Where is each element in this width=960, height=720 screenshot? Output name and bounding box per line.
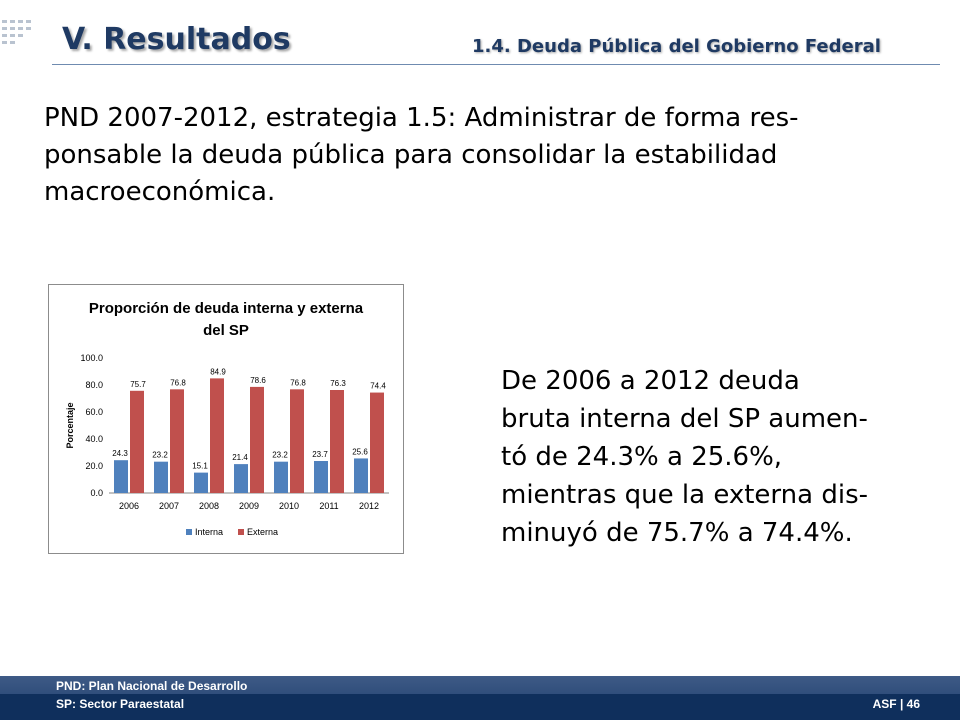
title-divider <box>52 64 940 65</box>
x-tick-label: 2012 <box>359 501 379 511</box>
bar-externa-2006 <box>130 390 144 493</box>
y-axis-label: Porcentaje <box>65 402 75 448</box>
data-label-interna-2011: 23.7 <box>312 450 328 459</box>
bar-interna-2011 <box>314 461 328 493</box>
legend-swatch-externa <box>238 529 244 535</box>
x-tick-label: 2007 <box>159 501 179 511</box>
bar-interna-2012 <box>354 458 368 493</box>
summary-text: De 2006 a 2012 deuda bruta interna del S… <box>501 366 868 548</box>
bar-externa-2010 <box>290 389 304 493</box>
chart-frame: Proporción de deuda interna y externa del… <box>48 284 404 554</box>
page-title: V. Resultados <box>62 22 291 57</box>
bar-externa-2009 <box>250 386 264 493</box>
chart-title-line-2: del SP <box>203 322 249 339</box>
data-label-interna-2012: 25.6 <box>352 447 368 456</box>
chart-title-line-1: Proporción de deuda interna y externa <box>89 300 364 317</box>
x-tick-label: 2010 <box>279 501 299 511</box>
data-label-interna-2009: 21.4 <box>232 453 248 462</box>
x-tick-label: 2011 <box>319 501 338 511</box>
x-tick-label: 2006 <box>119 501 139 511</box>
data-label-externa-2009: 78.6 <box>250 376 266 385</box>
y-tick-label: 60.0 <box>85 407 103 417</box>
data-label-interna-2006: 24.3 <box>112 449 128 458</box>
strategy-text: PND 2007-2012, estrategia 1.5: Administr… <box>44 103 799 207</box>
bar-interna-2007 <box>154 461 168 493</box>
bar-externa-2012 <box>370 392 384 493</box>
bar-interna-2006 <box>114 460 128 493</box>
data-label-externa-2007: 76.8 <box>170 378 186 387</box>
x-tick-label: 2009 <box>239 501 259 511</box>
legend-swatch-interna <box>186 529 192 535</box>
section-title: 1.4. Deuda Pública del Gobierno Federal <box>472 36 881 57</box>
legend-label-interna: Interna <box>195 527 223 537</box>
y-tick-label: 100.0 <box>80 353 103 363</box>
y-tick-label: 40.0 <box>85 434 103 444</box>
data-label-externa-2006: 75.7 <box>130 380 146 389</box>
bar-externa-2008 <box>210 378 224 493</box>
data-label-externa-2008: 84.9 <box>210 367 226 376</box>
footnote-sp: SP: Sector Paraestatal <box>56 697 185 711</box>
page-number: ASF | 46 <box>872 697 920 711</box>
debt-proportion-chart: Proporción de deuda interna y externa del… <box>65 300 389 537</box>
grid-logo-icon <box>2 20 31 44</box>
data-label-interna-2008: 15.1 <box>192 462 208 471</box>
bar-interna-2008 <box>194 472 208 493</box>
data-label-externa-2010: 76.8 <box>290 378 306 387</box>
bar-interna-2010 <box>274 461 288 493</box>
y-tick-label: 0.0 <box>90 488 103 498</box>
bar-externa-2011 <box>330 389 344 493</box>
data-label-interna-2007: 23.2 <box>152 451 168 460</box>
footer-bar <box>0 676 960 720</box>
footnote-pnd: PND: Plan Nacional de Desarrollo <box>56 679 248 693</box>
bar-externa-2007 <box>170 389 184 493</box>
bar-interna-2009 <box>234 464 248 493</box>
y-tick-label: 20.0 <box>85 461 103 471</box>
data-label-externa-2012: 74.4 <box>370 382 386 391</box>
legend-label-externa: Externa <box>247 527 278 537</box>
x-tick-label: 2008 <box>199 501 219 511</box>
data-label-externa-2011: 76.3 <box>330 379 346 388</box>
data-label-interna-2010: 23.2 <box>272 451 288 460</box>
y-tick-label: 80.0 <box>85 380 103 390</box>
